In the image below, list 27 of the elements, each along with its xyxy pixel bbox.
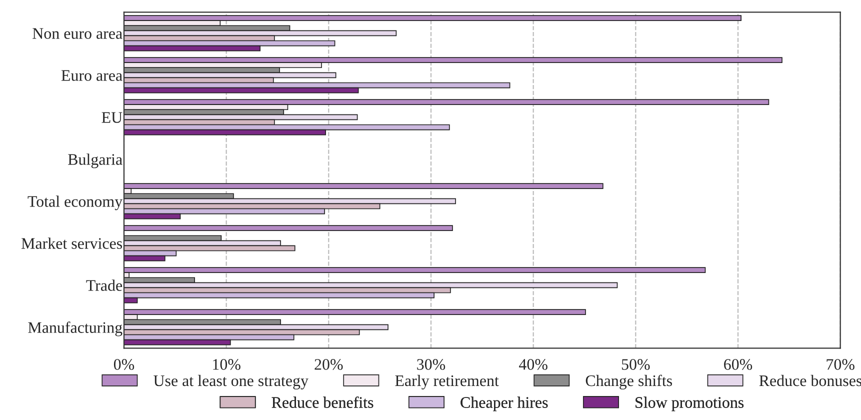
x-tick-label: 20%	[314, 359, 343, 370]
x-tick-label: 60%	[724, 359, 752, 370]
bar	[124, 15, 742, 21]
y-tick-label: EU	[102, 112, 122, 123]
y-tick-label: Manufacturing	[28, 322, 122, 336]
bar	[124, 267, 706, 273]
x-tick-label: 0%	[114, 359, 134, 370]
y-tick-label: Market services	[21, 238, 122, 249]
x-tick-label: 40%	[519, 359, 548, 370]
bar	[124, 309, 586, 315]
legend-label: Reduce benefits	[272, 396, 374, 408]
x-tick-label: 70%	[826, 359, 854, 370]
bar	[124, 183, 604, 189]
y-tick-label: Bulgaria	[68, 154, 122, 168]
y-tick-label: Total economy	[28, 196, 123, 210]
y-tick-label: Trade	[86, 280, 122, 291]
bar	[124, 225, 453, 231]
legend-label: Cheaper hires	[460, 396, 548, 412]
legend-label: Slow promotions	[636, 396, 744, 412]
x-tick-label: 50%	[622, 359, 650, 370]
legend-label: Change shifts	[586, 374, 672, 390]
x-tick-label: 10%	[213, 359, 240, 370]
y-tick-label: Euro area	[61, 70, 122, 81]
y-tick-label: Non euro area	[32, 28, 122, 39]
x-tick-label: 30%	[417, 359, 446, 370]
legend-label: Use at least one strategy	[154, 374, 308, 390]
legend-label: Early retirement	[395, 374, 499, 390]
